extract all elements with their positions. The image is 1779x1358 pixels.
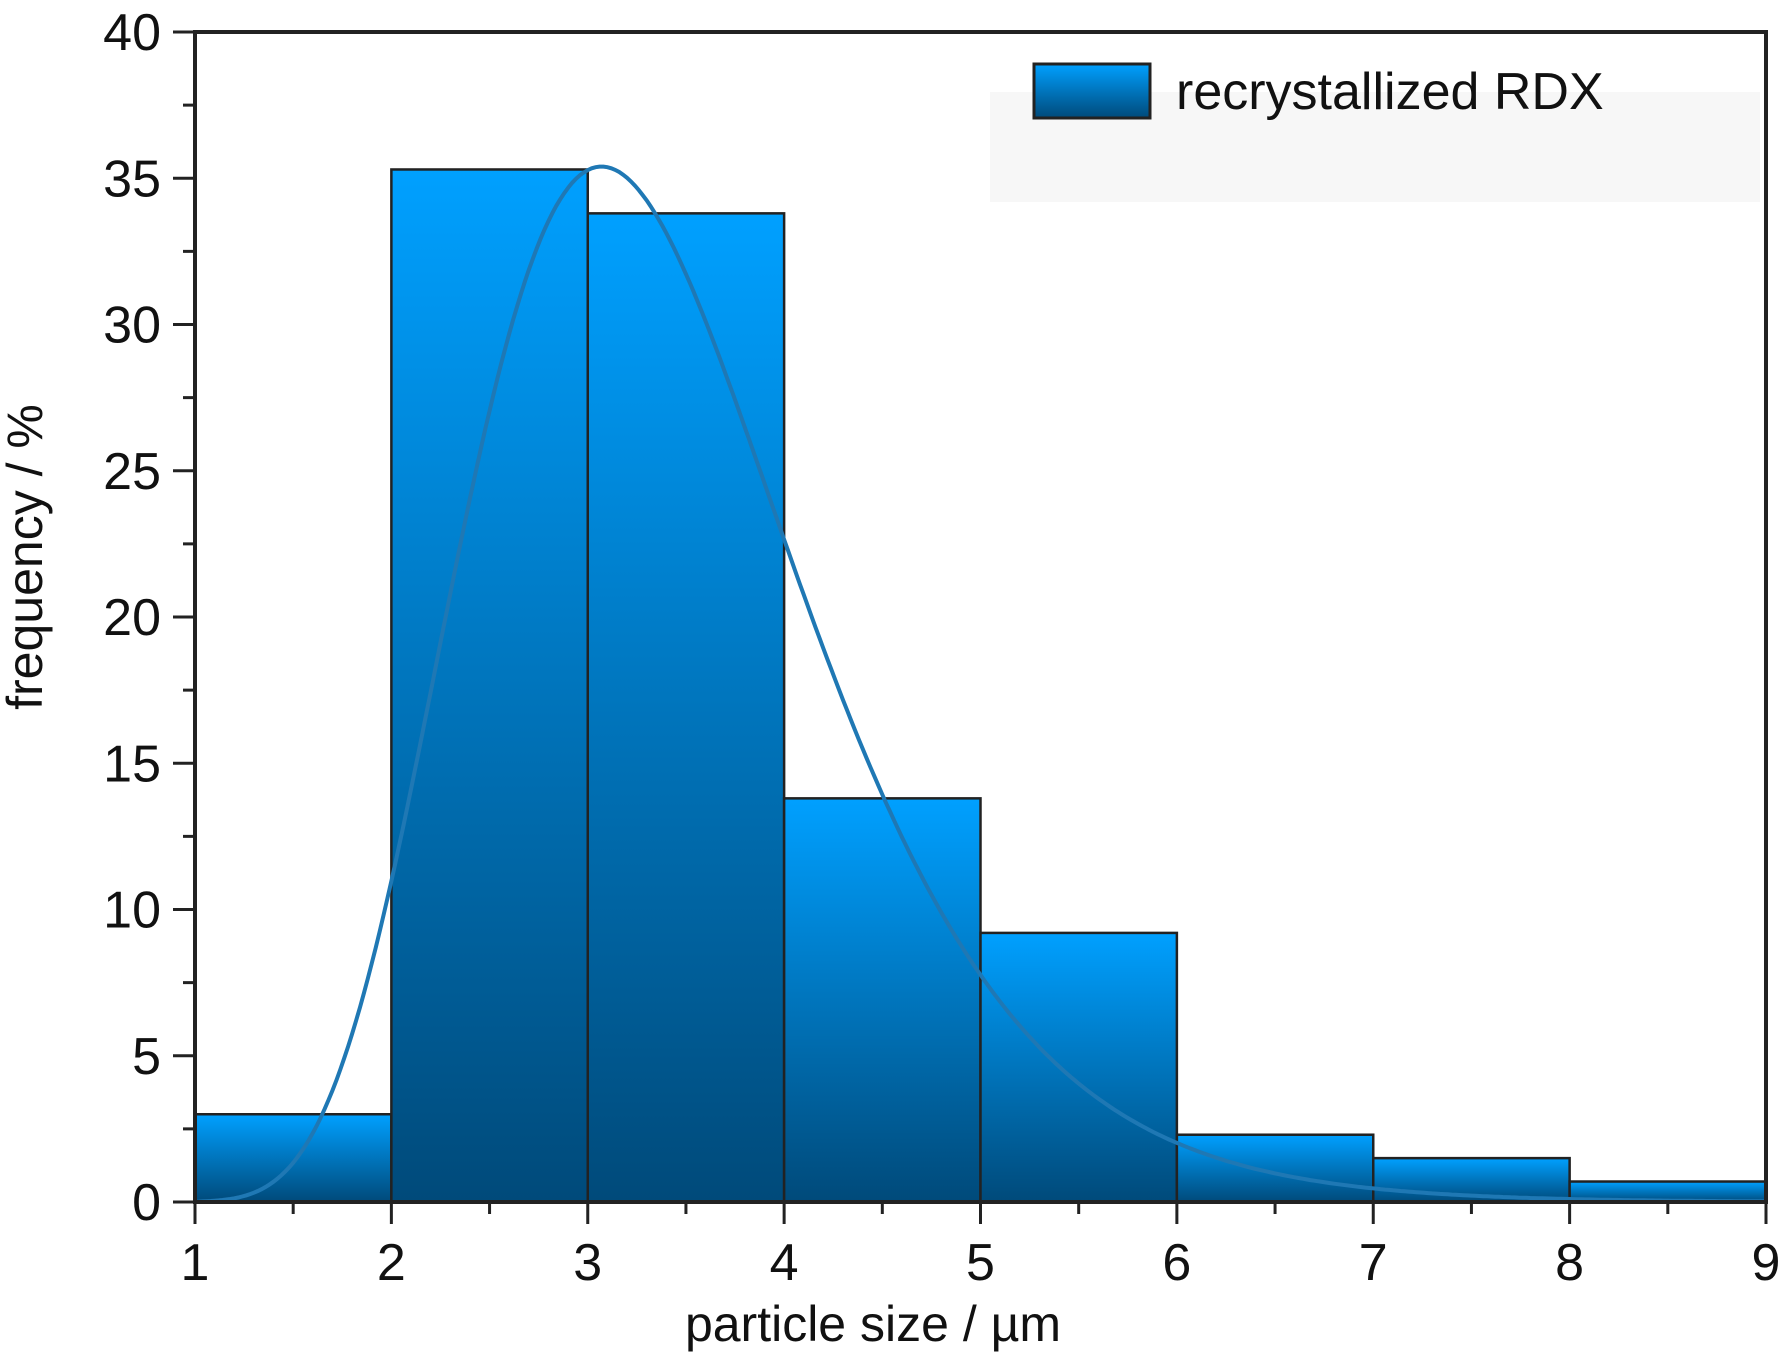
legend-label: recrystallized RDX xyxy=(1176,63,1604,121)
x-tick-label: 8 xyxy=(1555,1234,1584,1292)
x-tick-label: 5 xyxy=(966,1234,995,1292)
x-tick-label: 1 xyxy=(181,1234,210,1292)
histogram-bar-4 xyxy=(782,797,982,1204)
y-tick-label: 0 xyxy=(132,1174,161,1232)
y-axis-title: frequency / % xyxy=(0,404,53,710)
y-tick-label: 10 xyxy=(103,882,161,940)
x-tick-label: 9 xyxy=(1752,1234,1779,1292)
y-tick-label: 30 xyxy=(103,297,161,355)
histogram-bars xyxy=(193,168,1768,1204)
x-tick-label: 4 xyxy=(770,1234,799,1292)
y-tick-label: 35 xyxy=(103,150,161,208)
histogram-bar-6 xyxy=(1175,1133,1375,1204)
y-tick-label: 5 xyxy=(132,1028,161,1086)
histogram-bar-3 xyxy=(586,212,786,1204)
x-tick-label: 7 xyxy=(1359,1234,1388,1292)
y-tick-label: 40 xyxy=(103,4,161,62)
histogram-bar-2 xyxy=(390,168,589,1204)
y-tick-label: 15 xyxy=(103,735,161,793)
y-tick-label: 20 xyxy=(103,589,161,647)
x-axis-title: particle size / µm xyxy=(685,1296,1061,1352)
x-tick-label: 3 xyxy=(573,1234,602,1292)
axis-ticks: 1 2 3 4 5 6 7 8 9 0 5 10 15 20 25 30 35 40 xyxy=(103,4,1779,1292)
fit-curve xyxy=(194,164,1767,1204)
y-tick-label: 25 xyxy=(103,443,161,501)
histogram-bar-1 xyxy=(193,1113,393,1204)
histogram-bar-5 xyxy=(979,931,1179,1204)
legend-swatch xyxy=(1032,62,1152,120)
legend: recrystallized RDX xyxy=(990,62,1760,202)
x-tick-label: 2 xyxy=(377,1234,406,1292)
x-tick-label: 6 xyxy=(1162,1234,1191,1292)
